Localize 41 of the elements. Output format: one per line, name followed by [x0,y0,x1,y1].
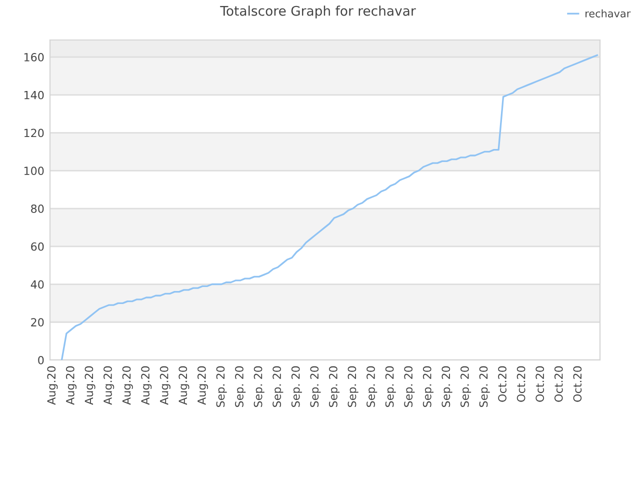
x-tick-label: Oct.20 [498,366,506,402]
y-tick-label: 60 [31,242,44,251]
x-tick-label: Oct.20 [536,366,544,402]
x-tick-label: Sep. 20 [235,366,246,407]
x-tick-label: Sep. 20 [385,366,396,407]
x-tick-label: Sep. 20 [442,366,452,407]
x-tick-label: Oct.20 [516,366,526,402]
x-tick-label: Aug.20 [122,366,133,405]
x-tick-label: Sep. 20 [479,366,490,407]
chart-title: Totalscore Graph for rechavar [220,6,416,18]
x-tick-label: Aug.20 [160,366,170,405]
x-tick-label: Sep. 20 [366,366,378,407]
x-tick-label: Sep. 20 [422,366,434,407]
x-tick-label: Aug.20 [84,366,96,405]
x-tick-label: Oct.20 [573,366,582,402]
x-tick-label: Sep. 20 [348,366,358,407]
x-tick-label: Aug.20 [66,366,77,405]
x-tick-label: Sep. 20 [272,366,284,407]
x-tick-label: Sep. 20 [310,366,321,407]
x-tick-label: Sep. 20 [291,366,302,407]
y-tick-label: 80 [31,204,44,213]
y-tick-label: 0 [38,356,44,364]
x-tick-label: Aug.20 [197,366,208,405]
y-tick-label: 40 [30,280,44,289]
x-tick-label: Sep. 20 [460,366,472,407]
x-tick-label: Oct.20 [554,366,563,402]
y-tick-label: 160 [24,53,44,62]
y-tick-label: 20 [31,318,44,327]
x-tick-label: Aug.20 [104,366,114,405]
x-tick-label: Aug.20 [178,366,190,405]
x-tick-label: Sep. 20 [254,366,264,407]
legend-label: rechavar [586,9,631,18]
x-tick-label: Sep. 20 [404,366,415,407]
y-tick-label: 100 [24,166,44,176]
y-tick-label: 120 [24,128,44,138]
x-tick-label: Aug.20 [47,366,58,405]
x-tick-label: Aug.20 [141,366,152,405]
x-tick-label: Sep. 20 [216,366,227,407]
x-tick-label: Sep. 20 [328,366,340,407]
y-tick-label: 140 [24,90,44,100]
line-series [60,54,598,360]
